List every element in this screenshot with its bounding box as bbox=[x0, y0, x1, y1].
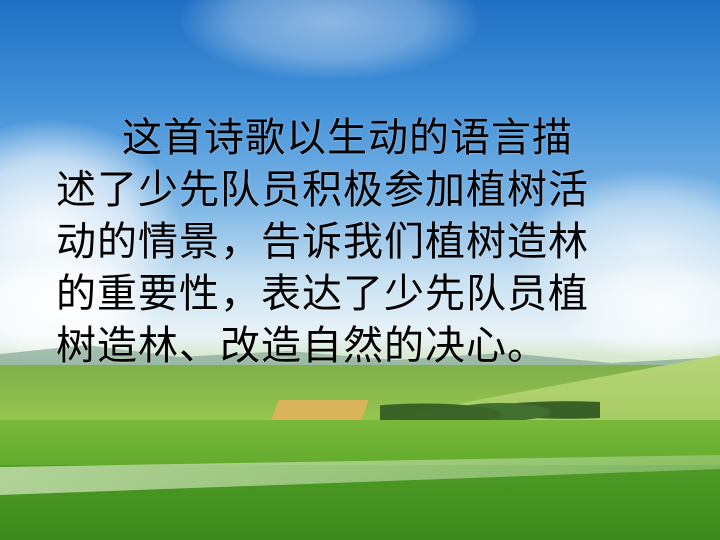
body-paragraph: 这首诗歌以生动的语言描 述了少先队员积极参加植树活 动的情景，告诉我们植树造林 … bbox=[56, 112, 656, 372]
paragraph-line: 这首诗歌以生动的语言描 bbox=[122, 115, 573, 161]
wheat-patch bbox=[271, 400, 369, 420]
cloud bbox=[560, 260, 720, 360]
paragraph-line: 动的情景，告诉我们植树造林 bbox=[56, 219, 589, 265]
paragraph-line: 树造林、改造自然的决心。 bbox=[56, 323, 548, 369]
paragraph-line: 述了少先队员积极参加植树活 bbox=[56, 167, 589, 213]
cloud bbox=[180, 0, 480, 80]
paragraph-line: 的重要性，表达了少先队员植 bbox=[56, 271, 589, 317]
